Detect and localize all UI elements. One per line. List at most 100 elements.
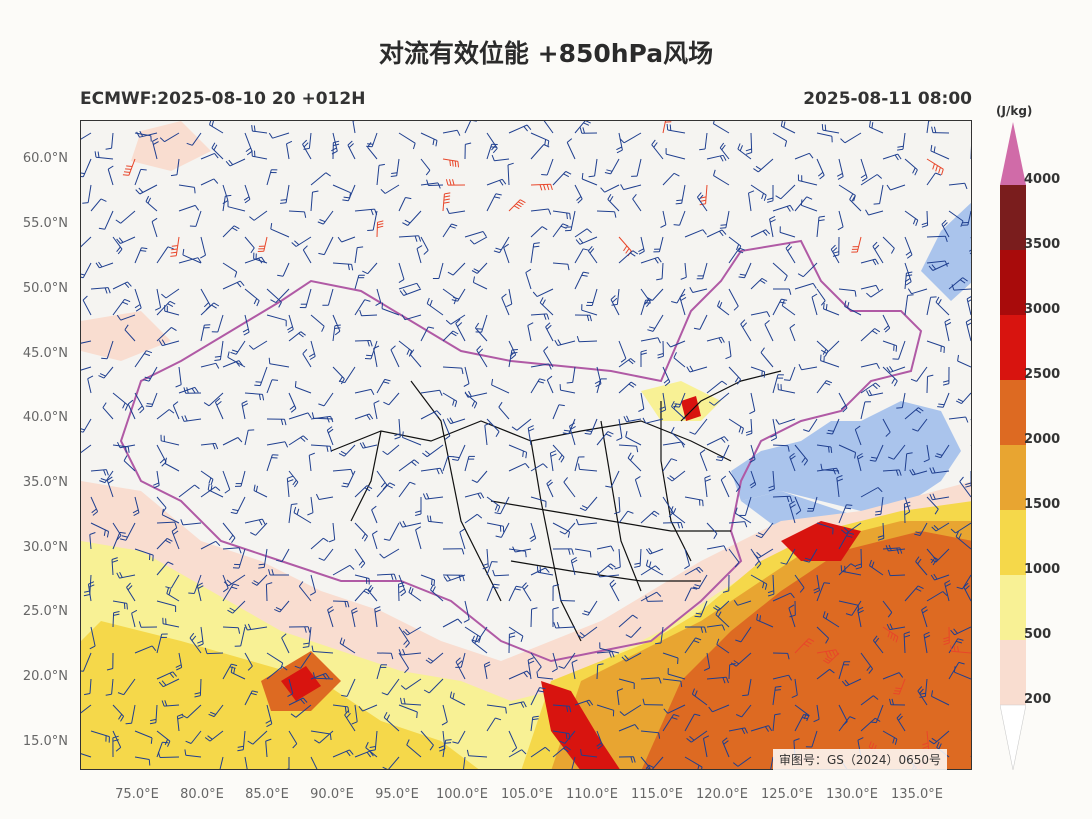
wind-barb-flag — [186, 142, 193, 146]
wind-barb — [457, 730, 466, 744]
wind-barb — [81, 753, 92, 758]
wind-barb-flag — [225, 160, 231, 167]
wind-barb-flag — [203, 302, 209, 308]
wind-barb-flag — [398, 278, 405, 284]
wind-barb-flag — [334, 327, 341, 329]
wind-barb-flag — [151, 645, 157, 652]
wind-barb — [222, 437, 239, 446]
wind-barb-flag — [375, 302, 382, 307]
wind-barb-flag — [115, 747, 122, 752]
wind-barb-flag — [713, 606, 719, 612]
wind-barb-flag — [933, 573, 938, 580]
wind-barb-flag — [912, 167, 916, 174]
wind-barb-flag — [379, 553, 385, 559]
wind-barb-flag — [579, 507, 586, 512]
approval-stamp: 审图号：GS（2024）0650号 — [773, 749, 947, 770]
wind-barb-flag — [185, 740, 192, 744]
wind-barb-flag — [364, 487, 371, 492]
wind-barb-flag — [624, 655, 630, 661]
wind-barb — [552, 652, 558, 669]
wind-barb-flag — [720, 437, 726, 443]
wind-barb-flag — [854, 290, 857, 297]
wind-barb — [286, 143, 290, 160]
wind-barb-flag — [402, 289, 408, 295]
wind-barb-flag — [249, 216, 255, 221]
wind-barb-flag — [953, 628, 958, 634]
wind-barb-flag — [565, 733, 568, 740]
wind-barb-flag — [214, 355, 221, 358]
wind-barb-flag — [567, 264, 570, 271]
wind-barb-flag — [228, 534, 234, 541]
lat-label: 35.0°N — [22, 475, 68, 490]
wind-barb — [398, 132, 416, 144]
wind-barb-flag — [801, 457, 806, 463]
wind-barb-flag — [732, 762, 739, 767]
wind-barb-flag — [897, 145, 904, 148]
wind-barb-flag — [546, 313, 550, 320]
wind-barb-flag — [586, 315, 590, 322]
wind-barb-flag — [519, 199, 526, 204]
wind-barb — [474, 236, 488, 245]
wind-barb-flag — [616, 146, 623, 151]
wind-barb-flag — [520, 635, 524, 642]
wind-barb-flag — [406, 349, 410, 355]
wind-barb-flag — [457, 161, 459, 168]
map-panel[interactable] — [80, 120, 972, 770]
wind-barb-flag — [857, 606, 864, 611]
wind-barb-flag — [541, 226, 548, 231]
wind-barb — [344, 366, 356, 383]
wind-barb-flag — [520, 702, 525, 708]
wind-barb — [781, 305, 796, 316]
wind-barb-flag — [457, 660, 463, 666]
wind-barb-flag — [175, 384, 182, 388]
wind-barb — [371, 509, 378, 524]
wind-barb-flag — [411, 461, 417, 466]
wind-barb-flag — [258, 519, 263, 526]
lat-label: 30.0°N — [22, 540, 68, 555]
wind-barb-flag — [537, 666, 542, 672]
wind-barb-flag — [139, 130, 144, 137]
wind-barb — [838, 288, 856, 292]
wind-barb-flag — [680, 681, 683, 688]
wind-barb-flag — [439, 468, 444, 474]
wind-barb-flag — [127, 281, 132, 287]
wind-barb-flag — [450, 332, 457, 337]
wind-barb — [890, 184, 906, 191]
wind-barb-flag — [250, 247, 255, 254]
wind-barb — [760, 352, 774, 368]
wind-barb — [838, 184, 856, 196]
wind-barb — [728, 664, 731, 680]
wind-barb-flag — [424, 450, 431, 455]
wind-barb-flag — [452, 399, 455, 406]
wind-barb — [308, 132, 312, 149]
wind-barb-flag — [522, 450, 524, 457]
wind-barb-flag — [139, 408, 145, 414]
wind-barb-flag — [894, 154, 899, 161]
wind-barb-flag — [171, 248, 178, 251]
wind-barb-flag — [140, 250, 147, 252]
wind-barb-flag — [583, 122, 590, 126]
wind-barb-flag — [167, 303, 174, 308]
wind-barb-flag — [317, 221, 324, 225]
wind-barb-flag — [715, 459, 722, 462]
wind-barb-flag — [861, 177, 868, 182]
wind-barb-flag — [548, 208, 552, 215]
wind-barb-flag — [157, 751, 161, 758]
wind-barb-flag — [942, 380, 950, 383]
wind-barb-flag — [383, 381, 390, 384]
wind-barb-flag — [703, 735, 710, 739]
wind-barb-flag — [898, 672, 904, 678]
wind-barb-flag — [329, 733, 332, 741]
wind-barb-flag — [757, 532, 764, 536]
wind-barb-flag — [919, 695, 926, 698]
wind-barb — [957, 360, 971, 368]
wind-barb-flag — [617, 688, 623, 692]
wind-barb — [811, 730, 818, 748]
wind-barb-flag — [784, 140, 788, 147]
wind-barb-flag — [812, 283, 817, 289]
wind-barb — [854, 429, 862, 446]
wind-barb-flag — [693, 327, 700, 330]
wind-barb-flag — [721, 380, 728, 386]
wind-barb-flag — [825, 637, 830, 644]
wind-barb — [893, 444, 906, 460]
